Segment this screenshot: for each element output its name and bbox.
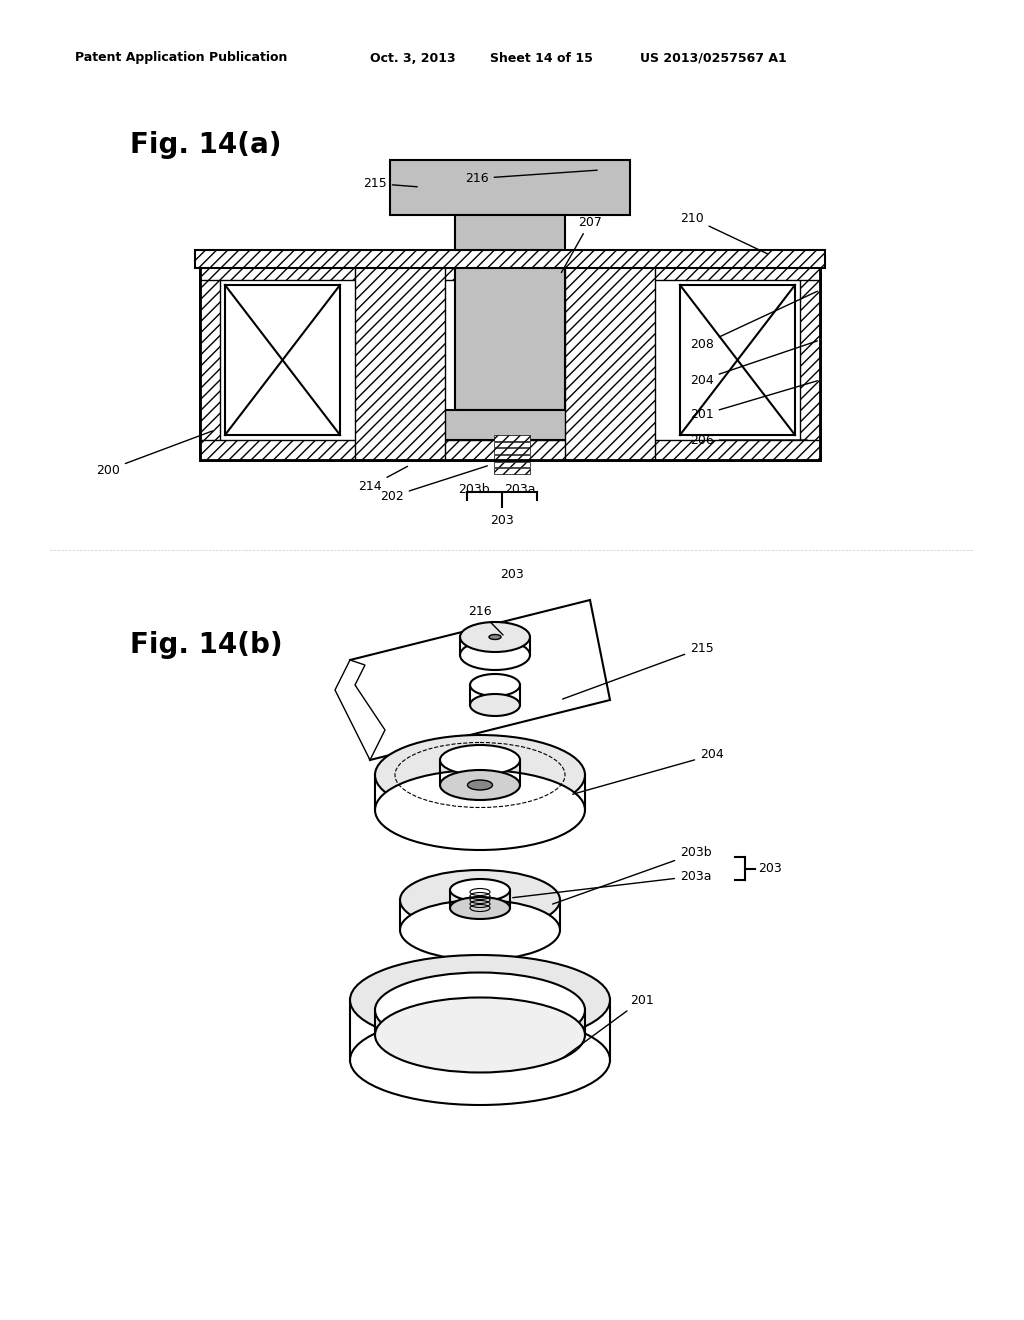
Text: 202: 202 bbox=[380, 466, 487, 503]
Ellipse shape bbox=[375, 998, 585, 1072]
Text: Fig. 14(b): Fig. 14(b) bbox=[130, 631, 283, 659]
Ellipse shape bbox=[470, 675, 520, 696]
Bar bbox=[494, 449, 530, 454]
Text: 203: 203 bbox=[500, 569, 524, 582]
Ellipse shape bbox=[350, 1015, 610, 1105]
Ellipse shape bbox=[489, 635, 501, 639]
Text: 206: 206 bbox=[690, 433, 807, 446]
Ellipse shape bbox=[450, 879, 510, 902]
Ellipse shape bbox=[440, 770, 520, 800]
Text: 215: 215 bbox=[364, 177, 417, 190]
Text: 208: 208 bbox=[690, 292, 817, 351]
Text: Fig. 14(a): Fig. 14(a) bbox=[130, 131, 282, 158]
Text: 210: 210 bbox=[680, 211, 768, 253]
Bar bbox=[195, 249, 825, 268]
Ellipse shape bbox=[350, 954, 610, 1045]
Bar bbox=[494, 462, 530, 467]
Bar bbox=[200, 440, 820, 459]
Text: 216: 216 bbox=[468, 605, 503, 635]
Text: 203b: 203b bbox=[458, 483, 489, 496]
Ellipse shape bbox=[400, 900, 560, 960]
Text: 201: 201 bbox=[690, 380, 817, 421]
Text: 203: 203 bbox=[758, 862, 781, 875]
Text: 214: 214 bbox=[358, 466, 408, 492]
Ellipse shape bbox=[450, 898, 510, 919]
Text: 203: 203 bbox=[490, 513, 514, 527]
Bar bbox=[390, 160, 630, 215]
Bar bbox=[565, 260, 655, 459]
Ellipse shape bbox=[375, 735, 585, 814]
FancyBboxPatch shape bbox=[200, 260, 820, 459]
Bar bbox=[494, 442, 530, 447]
Text: 216: 216 bbox=[465, 170, 597, 185]
Text: 203a: 203a bbox=[504, 483, 536, 496]
Text: 204: 204 bbox=[690, 341, 817, 387]
Bar bbox=[200, 260, 820, 459]
Bar bbox=[800, 260, 820, 459]
Ellipse shape bbox=[375, 973, 585, 1048]
Ellipse shape bbox=[460, 622, 530, 652]
Text: Patent Application Publication: Patent Application Publication bbox=[75, 51, 288, 65]
Bar bbox=[455, 215, 565, 411]
Ellipse shape bbox=[468, 780, 493, 789]
Bar bbox=[430, 411, 590, 440]
Bar bbox=[680, 285, 795, 436]
Text: Sheet 14 of 15: Sheet 14 of 15 bbox=[490, 51, 593, 65]
Bar bbox=[200, 260, 820, 280]
Ellipse shape bbox=[440, 744, 520, 775]
Text: 204: 204 bbox=[572, 748, 724, 795]
Ellipse shape bbox=[375, 770, 585, 850]
Text: 203b: 203b bbox=[553, 846, 712, 904]
Text: 215: 215 bbox=[562, 642, 714, 700]
Ellipse shape bbox=[400, 870, 560, 931]
Bar bbox=[225, 285, 340, 436]
Text: 200: 200 bbox=[96, 430, 212, 477]
Text: 203a: 203a bbox=[513, 870, 712, 898]
Bar bbox=[355, 260, 445, 459]
Text: US 2013/0257567 A1: US 2013/0257567 A1 bbox=[640, 51, 786, 65]
Polygon shape bbox=[335, 660, 385, 760]
Bar bbox=[494, 455, 530, 461]
Ellipse shape bbox=[460, 640, 530, 671]
Ellipse shape bbox=[470, 694, 520, 715]
Polygon shape bbox=[350, 601, 610, 760]
Bar bbox=[200, 260, 220, 459]
Text: Oct. 3, 2013: Oct. 3, 2013 bbox=[370, 51, 456, 65]
Bar bbox=[494, 436, 530, 441]
Bar bbox=[494, 469, 530, 474]
Text: 201: 201 bbox=[562, 994, 653, 1059]
Text: 207: 207 bbox=[561, 215, 602, 273]
